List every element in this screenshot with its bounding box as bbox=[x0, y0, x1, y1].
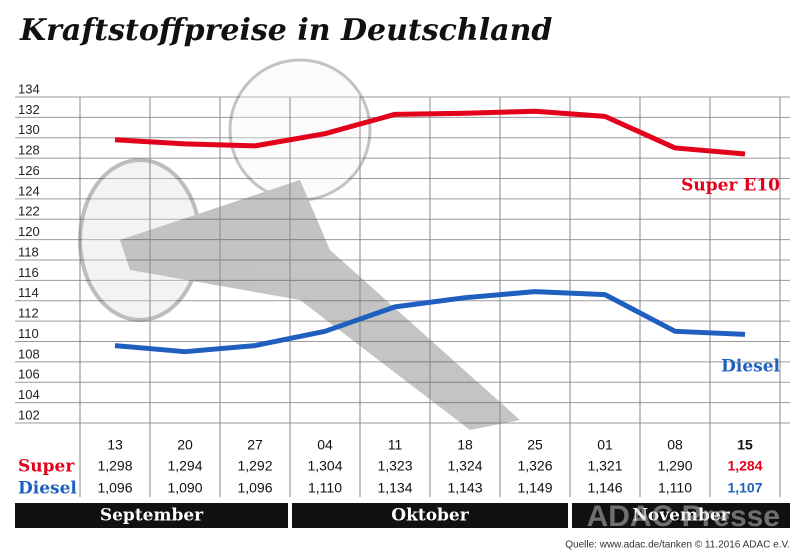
value-label: 1,143 bbox=[447, 480, 482, 496]
row-label: Super bbox=[18, 457, 75, 477]
x-tick-label: 18 bbox=[457, 437, 473, 453]
value-label: 1,323 bbox=[377, 458, 412, 474]
y-tick-label: 130 bbox=[18, 122, 40, 137]
value-label: 1,292 bbox=[237, 458, 272, 474]
row-label: Diesel bbox=[18, 479, 77, 499]
value-label: 1,290 bbox=[657, 458, 692, 474]
month-label: September bbox=[100, 506, 204, 526]
y-tick-label: 124 bbox=[18, 183, 40, 198]
y-tick-label: 104 bbox=[18, 387, 40, 402]
watermark: ADAC Presse bbox=[587, 500, 780, 533]
value-label: 1,149 bbox=[517, 480, 552, 496]
y-tick-label: 122 bbox=[18, 204, 40, 219]
value-label: 1,090 bbox=[167, 480, 202, 496]
value-label: 1,096 bbox=[97, 480, 132, 496]
x-tick-label: 27 bbox=[247, 437, 263, 453]
y-tick-label: 118 bbox=[18, 244, 39, 259]
value-label: 1,110 bbox=[308, 480, 342, 496]
month-bar bbox=[292, 503, 568, 528]
month-label: Oktober bbox=[391, 506, 469, 526]
y-tick-label: 108 bbox=[18, 346, 40, 361]
legend-label: Super E10 bbox=[681, 176, 780, 196]
value-label: 1,321 bbox=[587, 458, 622, 474]
x-tick-label: 13 bbox=[107, 437, 123, 453]
source: Quelle: www.adac.de/tanken © 11.2016 ADA… bbox=[565, 540, 790, 551]
value-label: 1,107 bbox=[727, 480, 762, 496]
y-tick-label: 114 bbox=[18, 285, 39, 300]
value-label: 1,284 bbox=[727, 458, 762, 474]
value-label: 1,324 bbox=[447, 458, 482, 474]
value-label: 1,110 bbox=[658, 480, 692, 496]
x-tick-label: 15 bbox=[737, 437, 753, 453]
y-tick-label: 134 bbox=[18, 81, 40, 96]
x-tick-label: 20 bbox=[177, 437, 193, 453]
value-label: 1,304 bbox=[307, 458, 342, 474]
y-tick-label: 106 bbox=[18, 367, 40, 382]
y-tick-label: 112 bbox=[18, 306, 39, 321]
month-bar bbox=[15, 503, 288, 528]
y-tick-label: 120 bbox=[18, 224, 40, 239]
month-label: November bbox=[632, 506, 730, 526]
series-line bbox=[114, 108, 746, 157]
y-tick-label: 126 bbox=[18, 163, 40, 178]
value-label: 1,294 bbox=[167, 458, 202, 474]
x-tick-label: 01 bbox=[597, 437, 613, 453]
chart-title: Kraftstoffpreise in Deutschland bbox=[19, 13, 552, 48]
x-tick-label: 04 bbox=[317, 437, 333, 453]
y-tick-label: 102 bbox=[18, 407, 40, 422]
y-tick-label: 110 bbox=[18, 326, 39, 341]
value-label: 1,134 bbox=[377, 480, 412, 496]
y-tick-label: 116 bbox=[18, 265, 39, 280]
x-tick-label: 11 bbox=[388, 437, 403, 453]
legend-label: Diesel bbox=[721, 357, 780, 377]
value-label: 1,096 bbox=[237, 480, 272, 496]
x-tick-label: 25 bbox=[527, 437, 543, 453]
value-label: 1,326 bbox=[517, 458, 552, 474]
y-tick-label: 128 bbox=[18, 143, 40, 158]
value-label: 1,298 bbox=[97, 458, 132, 474]
series-line bbox=[114, 289, 746, 355]
x-tick-label: 08 bbox=[667, 437, 683, 453]
value-label: 1,146 bbox=[587, 480, 622, 496]
y-tick-label: 132 bbox=[18, 102, 40, 117]
month-bar bbox=[572, 503, 790, 528]
